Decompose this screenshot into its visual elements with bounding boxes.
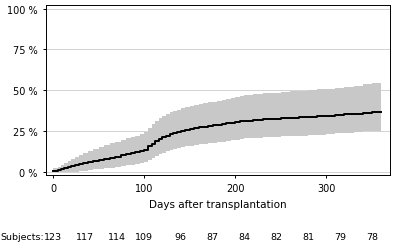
Text: Subjects:: Subjects: <box>0 232 44 241</box>
Text: 123: 123 <box>44 232 62 241</box>
Text: 84: 84 <box>238 232 250 241</box>
Text: 79: 79 <box>334 232 346 241</box>
Text: 87: 87 <box>206 232 218 241</box>
Text: 109: 109 <box>135 232 153 241</box>
X-axis label: Days after transplantation: Days after transplantation <box>149 199 287 209</box>
Text: 78: 78 <box>366 232 378 241</box>
Text: 117: 117 <box>76 232 94 241</box>
Text: 114: 114 <box>108 232 126 241</box>
Text: 81: 81 <box>302 232 314 241</box>
Text: 96: 96 <box>175 232 187 241</box>
Text: 82: 82 <box>270 232 282 241</box>
